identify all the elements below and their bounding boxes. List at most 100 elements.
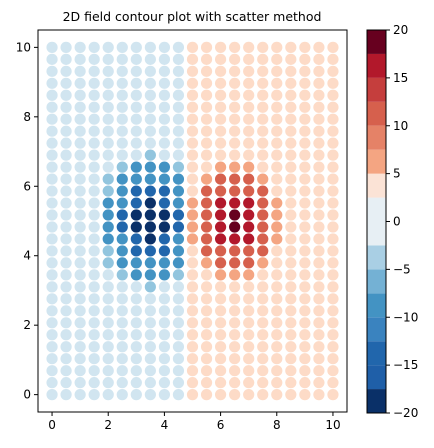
scatter-point [158, 317, 171, 329]
scatter-point [88, 185, 100, 197]
scatter-point [46, 125, 58, 137]
scatter-point [102, 185, 114, 197]
scatter-point [243, 365, 255, 377]
scatter-point [172, 101, 185, 113]
scatter-point [130, 161, 142, 173]
scatter-point [158, 233, 171, 245]
scatter-point [271, 41, 283, 53]
scatter-point [116, 365, 128, 377]
scatter-point [116, 305, 128, 317]
scatter-point [229, 233, 241, 245]
scatter-point [172, 77, 185, 89]
scatter-point [313, 389, 325, 401]
scatter-point [200, 245, 213, 257]
scatter-point [74, 341, 86, 353]
scatter-point [327, 245, 339, 257]
scatter-point [144, 245, 156, 257]
scatter-point [271, 77, 283, 89]
scatter-point [313, 317, 325, 329]
scatter-point [102, 293, 114, 305]
scatter-point [327, 353, 339, 365]
scatter-point [229, 317, 241, 329]
scatter-point [74, 329, 86, 341]
scatter-point [285, 137, 297, 149]
scatter-point [327, 317, 339, 329]
scatter-point [327, 185, 339, 197]
scatter-point [144, 185, 156, 197]
colorbar-band [367, 197, 386, 246]
scatter-point [130, 305, 142, 317]
scatter-point [200, 329, 213, 341]
scatter-point [172, 257, 185, 269]
scatter-point [313, 89, 325, 101]
scatter-point [172, 293, 185, 305]
scatter-point [172, 65, 185, 77]
scatter-point [88, 377, 100, 389]
scatter-point [144, 197, 156, 209]
scatter-point [186, 329, 199, 341]
scatter-point [102, 197, 114, 209]
scatter-point [144, 137, 156, 149]
scatter-point [229, 269, 241, 281]
colorbar-band [367, 293, 386, 318]
scatter-point [243, 65, 255, 77]
x-tick-label: 0 [48, 418, 56, 432]
scatter-point [214, 41, 227, 53]
scatter-point [102, 329, 114, 341]
scatter-point [214, 209, 227, 221]
scatter-point [60, 329, 72, 341]
scatter-point [313, 125, 325, 137]
scatter-point [327, 149, 339, 161]
scatter-point [229, 245, 241, 257]
colorbar-band [367, 53, 386, 78]
scatter-point [200, 41, 213, 53]
scatter-point [46, 161, 58, 173]
scatter-point [257, 233, 269, 245]
scatter-point [214, 185, 227, 197]
scatter-point [299, 257, 311, 269]
scatter-point [243, 41, 255, 53]
scatter-point [144, 305, 156, 317]
scatter-point [271, 197, 283, 209]
scatter-point [130, 65, 142, 77]
x-axis: 0 2 4 6 8 10 [48, 412, 341, 432]
scatter-point [172, 53, 185, 65]
scatter-point [144, 269, 156, 281]
x-tick-label: 2 [104, 418, 112, 432]
scatter-point [271, 389, 283, 401]
scatter-point [214, 317, 227, 329]
scatter-point [130, 221, 142, 233]
scatter-point [158, 101, 171, 113]
scatter-point [200, 341, 213, 353]
scatter-point [172, 341, 185, 353]
scatter-point [200, 161, 213, 173]
scatter-point [46, 113, 58, 125]
scatter-point [102, 125, 114, 137]
scatter-point [243, 209, 255, 221]
colorbar-band [367, 269, 386, 294]
scatter-point [46, 329, 58, 341]
scatter-point [229, 221, 241, 233]
scatter-point [313, 113, 325, 125]
scatter-point [186, 389, 199, 401]
scatter-point [299, 77, 311, 89]
scatter-point [313, 365, 325, 377]
scatter-point [285, 77, 297, 89]
scatter-point [46, 185, 58, 197]
colorbar-tick-label: 0 [393, 215, 401, 229]
scatter-point [60, 353, 72, 365]
scatter-point [116, 125, 128, 137]
scatter-point [214, 101, 227, 113]
scatter-point [257, 317, 269, 329]
scatter-point [186, 113, 199, 125]
scatter-point [130, 197, 142, 209]
scatter-point [88, 341, 100, 353]
scatter-point [186, 245, 199, 257]
scatter-point [243, 317, 255, 329]
colorbar-band [367, 125, 386, 150]
scatter-point [130, 353, 142, 365]
colorbar-band [367, 77, 386, 102]
scatter-point [130, 77, 142, 89]
scatter-point [186, 353, 199, 365]
scatter-point [229, 53, 241, 65]
